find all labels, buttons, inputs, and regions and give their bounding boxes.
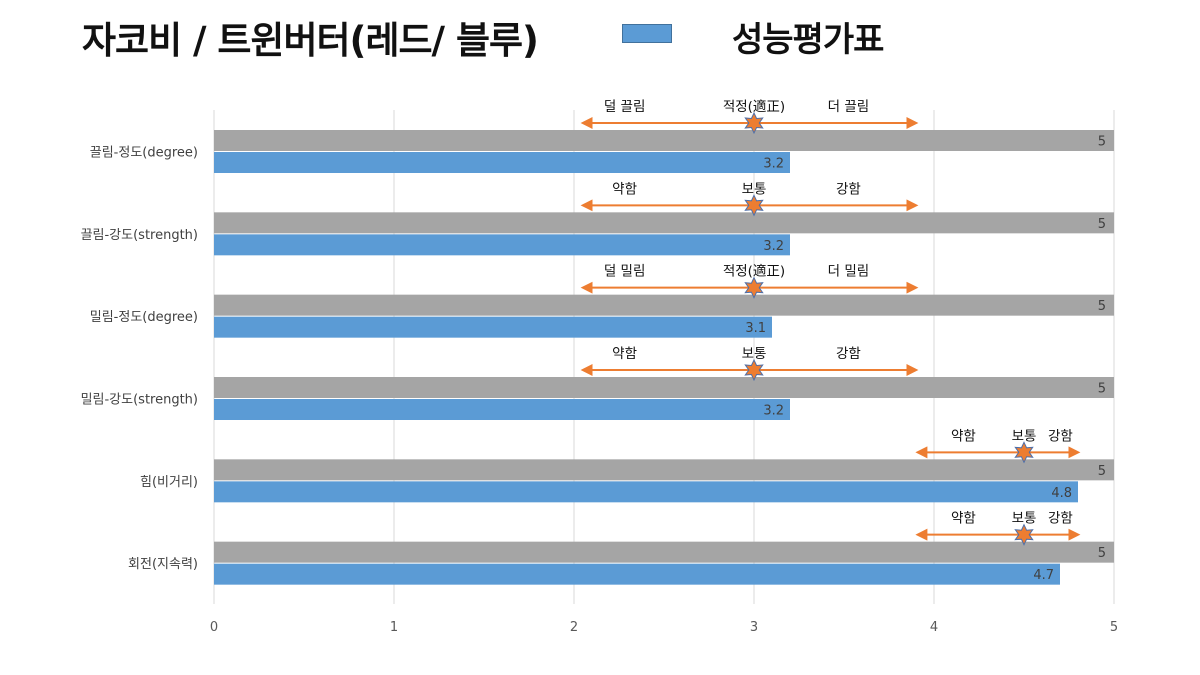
bar-gray-value-label: 5 bbox=[1098, 464, 1106, 479]
bar-gray bbox=[214, 541, 1114, 563]
x-tick-label: 1 bbox=[390, 620, 398, 635]
star-marker bbox=[744, 111, 764, 135]
chart-title: 자코비 / 트윈버터(레드/ 블루) bbox=[82, 19, 539, 62]
annotation-left-label: 덜 밀림 bbox=[604, 264, 646, 280]
annotation-left-label: 약함 bbox=[951, 428, 976, 444]
bar-gray-value-label: 5 bbox=[1098, 299, 1106, 314]
annotation-left-label: 약함 bbox=[612, 346, 637, 362]
star-marker bbox=[744, 276, 764, 299]
bar-blue bbox=[214, 563, 1060, 585]
star-marker bbox=[1014, 523, 1034, 546]
category-label: 밀림-강도(strength) bbox=[81, 393, 198, 408]
annotation-right-label: 강함 bbox=[836, 346, 861, 362]
bar-gray-value-label: 5 bbox=[1098, 217, 1106, 232]
bar-blue-value-label: 3.2 bbox=[763, 404, 784, 419]
bar-blue-value-label: 4.7 bbox=[1033, 568, 1054, 583]
annotation-left-label: 약함 bbox=[612, 181, 637, 197]
annotation-right-label: 강함 bbox=[836, 181, 861, 197]
bar-blue-value-label: 4.8 bbox=[1051, 486, 1072, 501]
x-tick-label: 5 bbox=[1110, 620, 1118, 635]
annotation-left-label: 약함 bbox=[951, 511, 976, 527]
star-marker bbox=[744, 358, 764, 382]
bar-gray bbox=[214, 130, 1114, 151]
annotation-center-label: 적정(適正) bbox=[723, 98, 785, 115]
bar-blue bbox=[214, 316, 772, 338]
category-label: 회전(지속력) bbox=[128, 557, 198, 572]
x-tick-label: 3 bbox=[750, 620, 758, 635]
annotation-center-label: 보통 bbox=[742, 181, 767, 197]
bar-gray-value-label: 5 bbox=[1098, 135, 1106, 150]
bar-blue-value-label: 3.2 bbox=[763, 157, 784, 172]
annotation-center-label: 보통 bbox=[742, 346, 767, 362]
category-label: 밀림-정도(degree) bbox=[90, 310, 198, 325]
x-tick-label: 0 bbox=[210, 620, 218, 635]
bar-gray bbox=[214, 294, 1114, 316]
annotation-right-label: 더 끌림 bbox=[828, 99, 870, 115]
star-marker bbox=[744, 194, 764, 217]
annotation-center-label: 적정(適正) bbox=[723, 263, 785, 280]
annotation-right-label: 더 밀림 bbox=[828, 264, 870, 280]
annotation-left-label: 덜 끌림 bbox=[604, 99, 646, 115]
star-marker bbox=[1014, 441, 1034, 464]
category-label: 끌림-강도(strength) bbox=[81, 228, 198, 243]
bar-blue bbox=[214, 399, 790, 420]
bar-blue bbox=[214, 234, 790, 256]
x-tick-label: 4 bbox=[930, 620, 938, 635]
category-label: 끌림-정도(degree) bbox=[90, 146, 198, 161]
bar-gray bbox=[214, 459, 1114, 481]
bar-blue bbox=[214, 152, 790, 173]
bar-blue-value-label: 3.1 bbox=[745, 321, 766, 336]
annotation-center-label: 보통 bbox=[1012, 511, 1037, 527]
bar-gray-value-label: 5 bbox=[1098, 546, 1106, 561]
legend-swatch bbox=[622, 24, 672, 43]
bar-blue bbox=[214, 481, 1078, 503]
bar-gray-value-label: 5 bbox=[1098, 382, 1106, 397]
bar-gray bbox=[214, 212, 1114, 234]
legend-label: 성능평가표 bbox=[732, 20, 884, 60]
annotation-center-label: 보통 bbox=[1012, 428, 1037, 444]
x-tick-label: 2 bbox=[570, 620, 578, 635]
annotation-right-label: 강함 bbox=[1048, 511, 1073, 527]
annotation-right-label: 강함 bbox=[1048, 428, 1073, 444]
bar-blue-value-label: 3.2 bbox=[763, 239, 784, 254]
bar-gray bbox=[214, 377, 1114, 398]
category-label: 힘(비거리) bbox=[140, 475, 198, 490]
